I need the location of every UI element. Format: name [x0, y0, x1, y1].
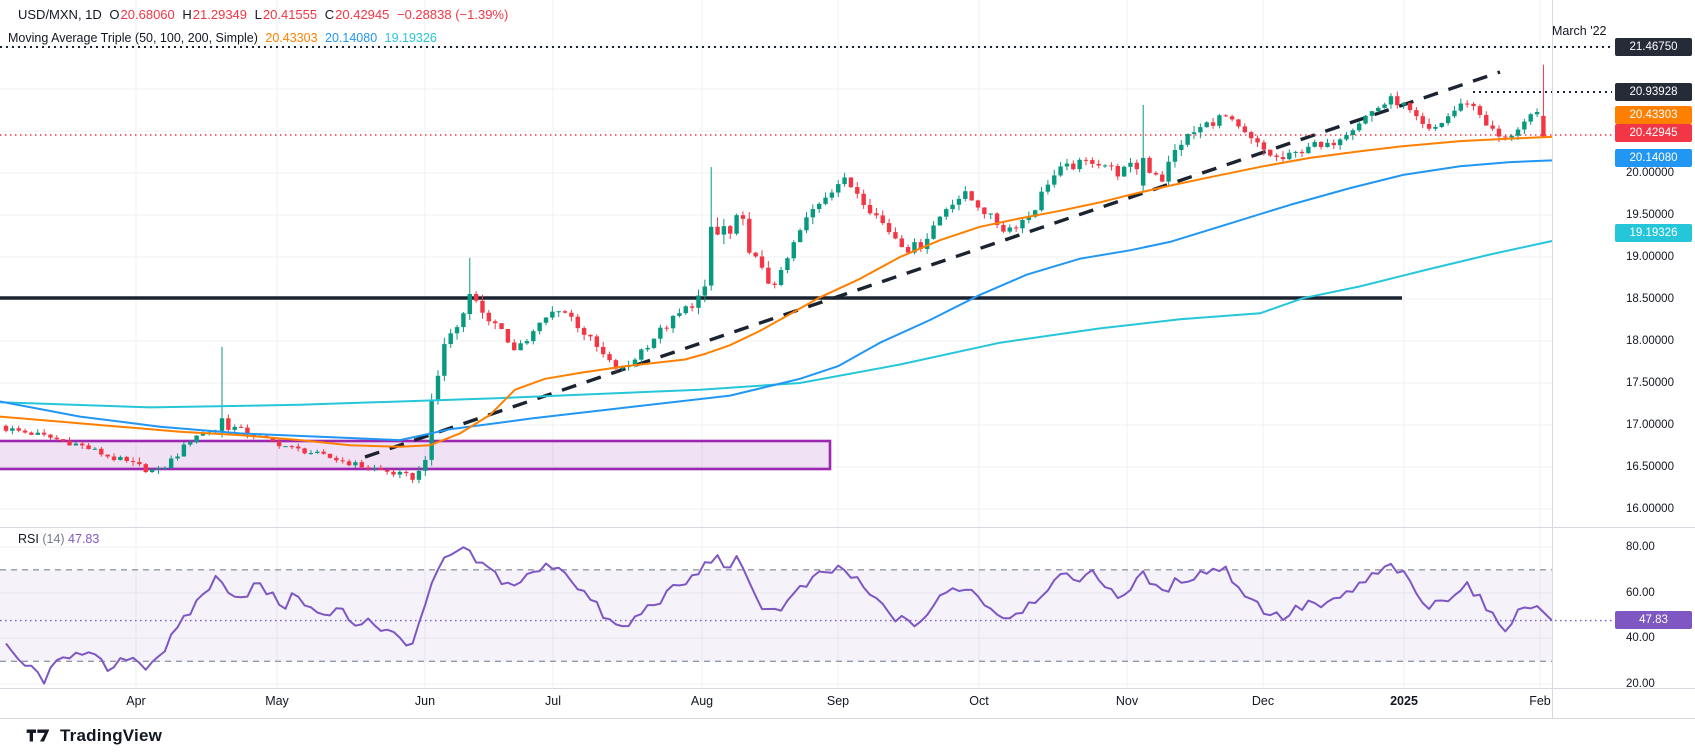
low-value: 20.41555: [263, 7, 317, 22]
price-axis-border[interactable]: [1552, 0, 1553, 718]
sma50-label: 20.43303: [1615, 106, 1692, 124]
time-axis-label-2025: 2025: [1374, 694, 1434, 708]
time-axis-label-sep: Sep: [808, 694, 868, 708]
candles-series[interactable]: [4, 65, 1546, 484]
close-label: C: [325, 7, 334, 22]
axis-price-label: 18.50000: [1626, 292, 1674, 306]
axis-price-label: 19.00000: [1626, 250, 1674, 264]
close-value: 20.42945: [335, 7, 389, 22]
tradingview-logo-icon[interactable]: [26, 726, 50, 745]
axis-price-label: 19.50000: [1626, 208, 1674, 222]
trendline[interactable]: [365, 72, 1500, 457]
indicator-title[interactable]: Moving Average Triple (50, 100, 200, Sim…: [8, 31, 258, 45]
sma200-line[interactable]: [0, 241, 1552, 407]
open-label: O: [109, 7, 119, 22]
chart-canvas[interactable]: [0, 0, 1695, 752]
axis-price-label: 20.00000: [1626, 166, 1674, 180]
sma100-line[interactable]: [0, 160, 1552, 440]
level-21467-label: 21.46750: [1615, 38, 1692, 56]
time-axis-label-dec: Dec: [1233, 694, 1293, 708]
symbol-info-row[interactable]: USD/MXN, 1D O20.68060 H21.29349 L20.4155…: [18, 7, 512, 22]
time-axis-separator: [0, 688, 1695, 689]
rsi-indicator-row[interactable]: RSI (14) 47.83: [18, 532, 99, 546]
sma100-value: 20.14080: [325, 31, 377, 45]
axis-price-label: 18.00000: [1626, 334, 1674, 348]
high-value: 21.29349: [193, 7, 247, 22]
level-20939-label: 20.93928: [1615, 83, 1692, 101]
rsi-title[interactable]: RSI: [18, 532, 39, 546]
symbol-title[interactable]: USD/MXN, 1D: [18, 7, 102, 22]
time-axis-label-may: May: [247, 694, 307, 708]
axis-price-label: 16.50000: [1626, 460, 1674, 474]
sma200-label: 19.19326: [1615, 224, 1692, 242]
time-axis-label-apr: Apr: [106, 694, 166, 708]
rsi-params: (14): [42, 532, 64, 546]
tradingview-brand[interactable]: TradingView: [60, 726, 162, 746]
time-axis-label-oct: Oct: [949, 694, 1009, 708]
sma100-label: 20.14080: [1615, 149, 1692, 167]
time-axis-label-jul: Jul: [523, 694, 583, 708]
march-22-annotation[interactable]: March '22: [1552, 24, 1607, 38]
time-axis-label-feb: Feb: [1510, 694, 1570, 708]
high-label: H: [182, 7, 191, 22]
rsi-value-label: 47.83: [1615, 611, 1692, 629]
pane-separator[interactable]: [0, 527, 1695, 528]
open-value: 20.68060: [121, 7, 175, 22]
time-axis-label-jun: Jun: [395, 694, 455, 708]
last-price-label: 20.42945: [1615, 124, 1692, 142]
sma50-value: 20.43303: [265, 31, 317, 45]
axis-price-label: 17.50000: [1626, 376, 1674, 390]
tradingview-chart-window: USD/MXN, 1D O20.68060 H21.29349 L20.4155…: [0, 0, 1695, 752]
axis-price-label: 80.00: [1626, 540, 1655, 554]
low-label: L: [255, 7, 262, 22]
axis-price-label: 60.00: [1626, 586, 1655, 600]
rsi-band: [0, 570, 1552, 661]
time-axis-label-nov: Nov: [1097, 694, 1157, 708]
rsi-current-value: 47.83: [68, 532, 99, 546]
sma200-value: 19.19326: [385, 31, 437, 45]
indicator-row[interactable]: Moving Average Triple (50, 100, 200, Sim…: [8, 31, 441, 45]
axis-price-label: 40.00: [1626, 631, 1655, 645]
sma50-line[interactable]: [0, 137, 1552, 447]
axis-price-label: 17.00000: [1626, 418, 1674, 432]
footer-bar: TradingView: [0, 719, 1695, 752]
change-value: −0.28838 (−1.39%): [397, 7, 508, 22]
axis-price-label: 16.00000: [1626, 502, 1674, 516]
time-axis-label-aug: Aug: [672, 694, 732, 708]
